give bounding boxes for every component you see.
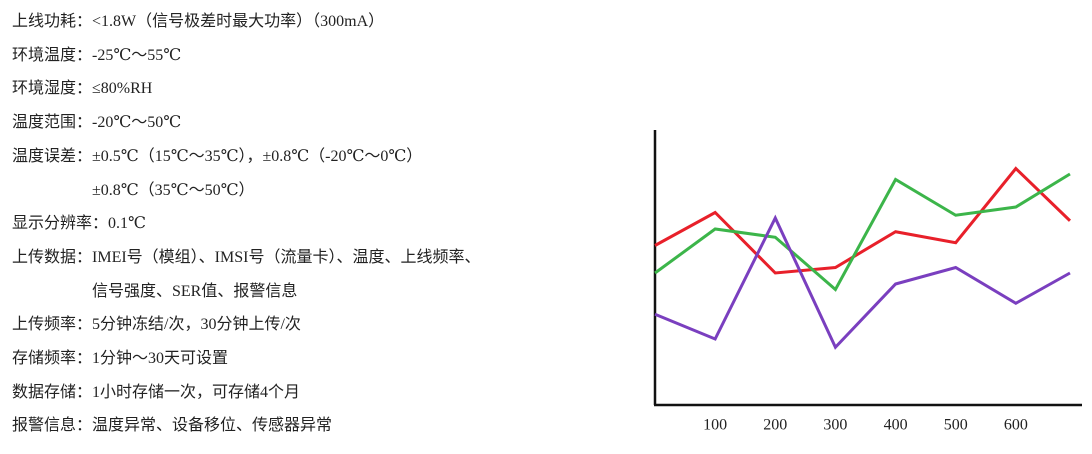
spec-row: 存储频率：1分钟～30天可设置	[12, 349, 228, 369]
spec-value: 信号强度、SER值、报警信息	[92, 282, 298, 300]
spec-value: 1小时存储一次，可存储4个月	[92, 383, 301, 401]
x-tick-label: 100	[703, 417, 727, 434]
spec-row: 环境温度：-25℃～55℃	[12, 46, 181, 66]
spec-label: 数据存储：	[12, 383, 93, 401]
spec-value: ≤80%RH	[92, 80, 153, 98]
x-tick-label: 600	[1004, 417, 1028, 434]
series-line	[654, 172, 1071, 292]
spec-label: 上传数据：	[12, 248, 93, 266]
spec-row: 信号强度、SER值、报警信息	[92, 282, 297, 302]
spec-value: -20℃～50℃	[92, 114, 182, 132]
x-tick-label: 300	[823, 417, 847, 434]
spec-row: 上传数据：IMEI号（模组）、IMSI号（流量卡）、温度、上线频率、	[12, 248, 480, 268]
series-line	[654, 214, 1071, 350]
spec-row: 上传频率：5分钟冻结/次，30分钟上传/次	[12, 315, 301, 335]
spec-label: 存储频率：	[12, 350, 93, 367]
spec-label: 温度误差：	[12, 147, 93, 165]
spec-value: 5分钟冻结/次，30分钟上传/次	[92, 316, 301, 334]
spec-label: 环境湿度：	[12, 80, 93, 98]
x-tick-label: 500	[944, 417, 968, 434]
spec-row: 上线功耗：<1.8W（信号极差时最大功率）（300mA）	[12, 12, 384, 32]
spec-value: ±0.5℃（15℃～35℃），±0.8℃（-20℃～0℃）	[92, 147, 423, 165]
spec-value: IMEI号（模组）、IMSI号（流量卡）、温度、上线频率、	[92, 248, 481, 266]
spec-row: 温度范围：-20℃～50℃	[12, 113, 181, 133]
spec-label: 环境温度：	[12, 46, 93, 64]
spec-value: <1.8W（信号极差时最大功率）（300mA）	[92, 13, 385, 30]
spec-value: 0.1℃	[108, 215, 146, 233]
spec-row: 环境湿度：≤80%RH	[12, 79, 152, 99]
spec-label: 上线功耗：	[12, 13, 93, 30]
spec-label: 显示分辨率：	[12, 215, 109, 233]
spec-row: ±0.8℃（35℃～50℃）	[92, 181, 254, 201]
x-tick-label: 400	[884, 417, 908, 434]
spec-value: 1分钟～30天可设置	[92, 350, 229, 367]
x-tick-label: 200	[763, 417, 787, 434]
spec-row: 报警信息：温度异常、设备移位、传感器异常	[12, 416, 332, 436]
spec-value: 温度异常、设备移位、传感器异常	[92, 417, 333, 435]
spec-row: 显示分辨率：0.1℃	[12, 214, 146, 234]
spec-value: ±0.8℃（35℃～50℃）	[92, 181, 255, 199]
series-line	[654, 166, 1072, 275]
spec-value: -25℃～55℃	[92, 46, 182, 64]
spec-label: 温度范围：	[12, 114, 93, 132]
spec-label: 上传频率：	[12, 316, 93, 334]
spec-row: 温度误差：±0.5℃（15℃～35℃），±0.8℃（-20℃～0℃）	[12, 147, 422, 167]
spec-row: 数据存储：1小时存储一次，可存储4个月	[12, 383, 300, 403]
spec-label: 报警信息：	[12, 417, 93, 435]
